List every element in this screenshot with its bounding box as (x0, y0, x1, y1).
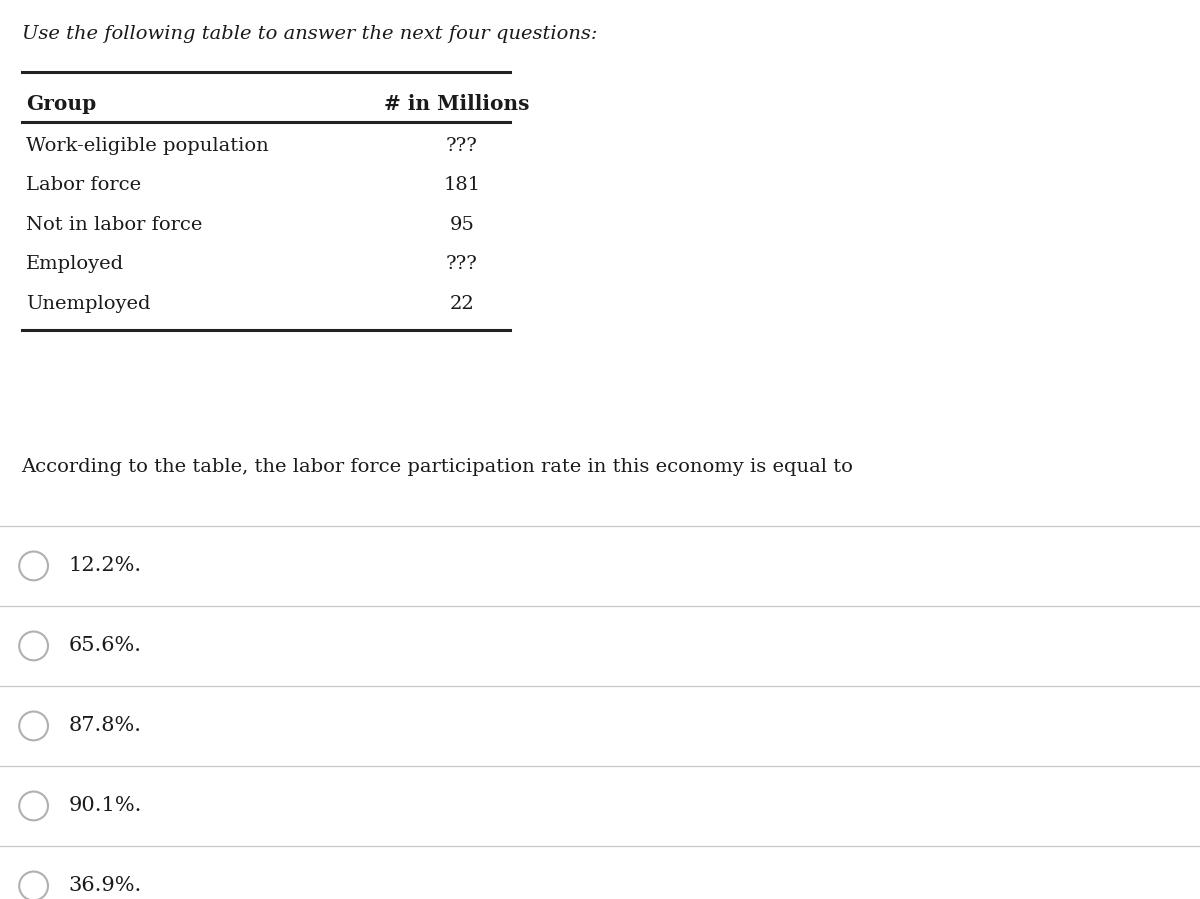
Text: Unemployed: Unemployed (26, 295, 151, 313)
Text: 95: 95 (450, 216, 474, 234)
Text: Not in labor force: Not in labor force (26, 216, 203, 234)
Text: 65.6%.: 65.6%. (68, 636, 142, 655)
Text: 12.2%.: 12.2%. (68, 556, 142, 575)
Text: According to the table, the labor force participation rate in this economy is eq: According to the table, the labor force … (22, 458, 853, 476)
Text: 87.8%.: 87.8%. (68, 717, 142, 735)
Text: Labor force: Labor force (26, 176, 142, 194)
Text: 36.9%.: 36.9%. (68, 877, 142, 895)
Text: # in Millions: # in Millions (384, 94, 529, 114)
Text: Employed: Employed (26, 255, 125, 273)
Text: 22: 22 (450, 295, 474, 313)
Text: ???: ??? (446, 255, 478, 273)
Text: Use the following table to answer the next four questions:: Use the following table to answer the ne… (22, 25, 598, 43)
Text: 90.1%.: 90.1%. (68, 797, 142, 815)
Text: Work-eligible population: Work-eligible population (26, 137, 269, 155)
Text: ???: ??? (446, 137, 478, 155)
Text: 181: 181 (444, 176, 480, 194)
Text: Group: Group (26, 94, 97, 114)
